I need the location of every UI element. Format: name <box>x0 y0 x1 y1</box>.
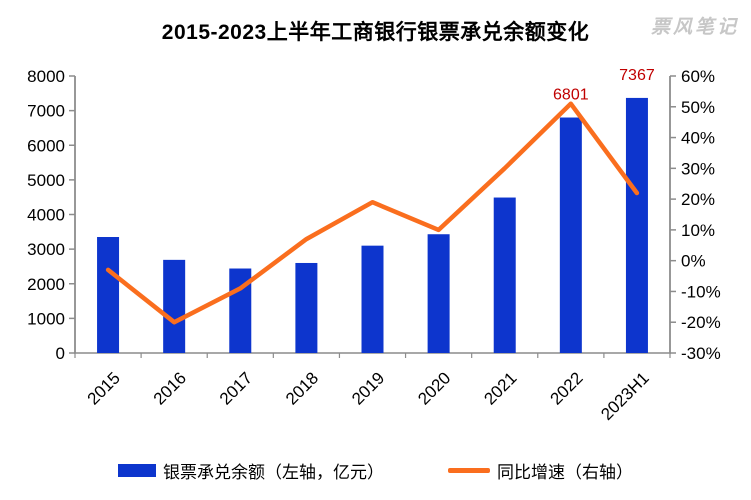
bar-2020 <box>427 234 450 353</box>
bar-2018 <box>295 262 318 353</box>
bar-2022 <box>559 117 582 353</box>
line-series-swatch <box>448 468 490 473</box>
bar-2019 <box>361 245 384 353</box>
bar-2023H1 <box>625 97 648 353</box>
x-axis-label-2018: 2018 <box>282 368 322 408</box>
data-label-2022: 6801 <box>553 87 589 104</box>
page-title: 2015-2023上半年工商银行银票承兑余额变化 <box>161 21 590 44</box>
right-axis-tick-label: -10% <box>681 282 721 301</box>
chart-plot: 0 1000 2000 3000 4000 5000 6000 7000 8000 -30% -20… <box>27 67 721 424</box>
left-axis-tick-label: 8000 <box>27 67 65 86</box>
x-axis-label-2021: 2021 <box>480 368 520 408</box>
left-axis-tick-label: 0 <box>56 344 65 363</box>
left-axis-tick-label: 6000 <box>27 136 65 155</box>
right-axis-tick-label: 30% <box>681 159 715 178</box>
left-axis-tick-label: 1000 <box>27 309 65 328</box>
data-label-2023H1: 7367 <box>619 67 655 84</box>
legend: 银票承兑余额（左轴，亿元） 同比增速（右轴） <box>0 458 751 483</box>
right-axis-tick-label: -20% <box>681 313 721 332</box>
left-axis-tick-label: 5000 <box>27 171 65 190</box>
legend-label-growth: 同比增速（右轴） <box>497 463 633 482</box>
right-axis-tick-label: 40% <box>681 129 715 148</box>
x-axis-label-2022: 2022 <box>546 368 586 408</box>
x-axis-label-2017: 2017 <box>216 368 256 408</box>
left-axis-tick-label: 7000 <box>27 102 65 121</box>
bar-2015 <box>97 237 120 353</box>
x-axis-label-2019: 2019 <box>348 368 388 408</box>
legend-label-balance: 银票承兑余额（左轴，亿元） <box>163 463 384 482</box>
legend-item-balance: 银票承兑余额（左轴，亿元） <box>118 458 384 483</box>
watermark: 票风笔记 <box>650 17 739 38</box>
right-axis-tick-label: 10% <box>681 221 715 240</box>
bar-series-swatch <box>118 464 156 477</box>
bar-2021 <box>493 197 516 353</box>
right-axis-tick-label: -30% <box>681 344 721 363</box>
left-axis-tick-label: 4000 <box>27 206 65 225</box>
x-axis-label-2020: 2020 <box>414 368 454 408</box>
left-axis-tick-label: 3000 <box>27 240 65 259</box>
right-axis-tick-label: 20% <box>681 190 715 209</box>
growth-line <box>105 101 640 325</box>
x-axis-label-2016: 2016 <box>150 368 190 408</box>
right-axis-tick-label: 60% <box>681 67 715 86</box>
right-axis-tick-label: 0% <box>681 252 706 271</box>
bar-2016 <box>163 259 186 353</box>
left-axis-tick-label: 2000 <box>27 275 65 294</box>
x-axis-label-2015: 2015 <box>84 368 124 408</box>
right-axis-tick-label: 50% <box>681 98 715 117</box>
legend-item-growth: 同比增速（右轴） <box>448 458 633 483</box>
x-axis-label-2023H1: 2023H1 <box>597 368 653 424</box>
